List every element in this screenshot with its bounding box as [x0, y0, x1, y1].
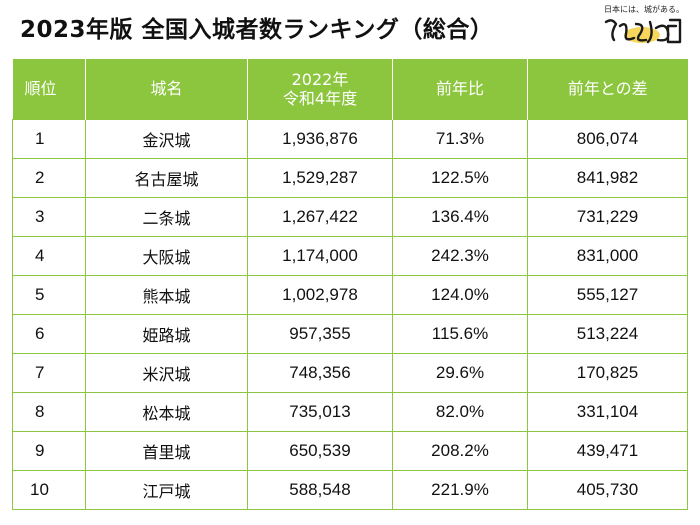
- visitors-cell: 650,539: [247, 430, 393, 471]
- visitors-cell: 957,355: [247, 313, 393, 354]
- header-castle-name: 城名: [85, 59, 248, 119]
- visitors-cell: 735,013: [247, 391, 393, 432]
- yoy-ratio-cell: 71.3%: [392, 118, 528, 159]
- castle-name-cell: 江戸城: [85, 469, 248, 510]
- yoy-diff-cell: 841,982: [527, 157, 688, 198]
- table-row: 2 名古屋城 1,529,287 122.5% 841,982: [12, 157, 688, 198]
- yoy-ratio-cell: 136.4%: [392, 196, 528, 237]
- visitors-cell: 588,548: [247, 469, 393, 510]
- table-row: 8 松本城 735,013 82.0% 331,104: [12, 391, 688, 432]
- header-rank: 順位: [12, 59, 86, 119]
- yoy-diff-cell: 831,000: [527, 235, 688, 276]
- rank-cell: 9: [12, 430, 86, 471]
- site-logo[interactable]: 日本には、城がある。: [598, 4, 690, 50]
- yoy-ratio-cell: 122.5%: [392, 157, 528, 198]
- castle-name-cell: 首里城: [85, 430, 248, 471]
- header-visitors: 2022年 令和4年度: [247, 59, 393, 119]
- logo-tagline: 日本には、城がある。: [604, 5, 684, 14]
- rank-cell: 2: [12, 157, 86, 198]
- table-header-row: 順位 城名 2022年 令和4年度 前年比 前年との差: [12, 59, 688, 119]
- table-row: 9 首里城 650,539 208.2% 439,471: [12, 430, 688, 471]
- visitors-cell: 748,356: [247, 352, 393, 393]
- rank-cell: 1: [12, 118, 86, 159]
- page-title: 2023年版 全国入城者数ランキング（総合）: [20, 17, 494, 43]
- visitors-cell: 1,002,978: [247, 274, 393, 315]
- yoy-diff-cell: 555,127: [527, 274, 688, 315]
- yoy-diff-cell: 405,730: [527, 469, 688, 510]
- yoy-ratio-cell: 82.0%: [392, 391, 528, 432]
- visitors-cell: 1,174,000: [247, 235, 393, 276]
- rank-cell: 6: [12, 313, 86, 354]
- table-row: 4 大阪城 1,174,000 242.3% 831,000: [12, 235, 688, 276]
- castle-name-cell: 米沢城: [85, 352, 248, 393]
- rank-cell: 4: [12, 235, 86, 276]
- castle-name-cell: 名古屋城: [85, 157, 248, 198]
- table-row: 3 二条城 1,267,422 136.4% 731,229: [12, 196, 688, 237]
- rank-cell: 10: [12, 469, 86, 510]
- yoy-diff-cell: 331,104: [527, 391, 688, 432]
- castle-name-cell: 金沢城: [85, 118, 248, 159]
- header-yoy-diff: 前年との差: [527, 59, 688, 119]
- ranking-table: 順位 城名 2022年 令和4年度 前年比 前年との差 1 金沢城 1,936,87…: [12, 59, 688, 510]
- header-visitors-fiscal: 令和4年度: [282, 88, 358, 108]
- yoy-ratio-cell: 221.9%: [392, 469, 528, 510]
- table-row: 7 米沢城 748,356 29.6% 170,825: [12, 352, 688, 393]
- header-yoy-ratio: 前年比: [392, 59, 528, 119]
- header-visitors-year: 2022年: [291, 69, 349, 89]
- table-row: 10 江戸城 588,548 221.9% 405,730: [12, 469, 688, 510]
- rank-cell: 3: [12, 196, 86, 237]
- castle-name-cell: 大阪城: [85, 235, 248, 276]
- table-row: 6 姫路城 957,355 115.6% 513,224: [12, 313, 688, 354]
- castle-name-cell: 二条城: [85, 196, 248, 237]
- yoy-ratio-cell: 208.2%: [392, 430, 528, 471]
- visitors-cell: 1,529,287: [247, 157, 393, 198]
- table-row: 5 熊本城 1,002,978 124.0% 555,127: [12, 274, 688, 315]
- yoy-ratio-cell: 242.3%: [392, 235, 528, 276]
- castle-name-cell: 姫路城: [85, 313, 248, 354]
- yoy-ratio-cell: 29.6%: [392, 352, 528, 393]
- rank-cell: 7: [12, 352, 86, 393]
- rank-cell: 8: [12, 391, 86, 432]
- yoy-ratio-cell: 124.0%: [392, 274, 528, 315]
- yoy-diff-cell: 513,224: [527, 313, 688, 354]
- table-row: 1 金沢城 1,936,876 71.3% 806,074: [12, 118, 688, 159]
- yoy-diff-cell: 439,471: [527, 430, 688, 471]
- visitors-cell: 1,936,876: [247, 118, 393, 159]
- logo-brush-icon: [604, 18, 682, 44]
- yoy-diff-cell: 731,229: [527, 196, 688, 237]
- rank-cell: 5: [12, 274, 86, 315]
- yoy-diff-cell: 170,825: [527, 352, 688, 393]
- castle-name-cell: 熊本城: [85, 274, 248, 315]
- visitors-cell: 1,267,422: [247, 196, 393, 237]
- yoy-diff-cell: 806,074: [527, 118, 688, 159]
- yoy-ratio-cell: 115.6%: [392, 313, 528, 354]
- castle-name-cell: 松本城: [85, 391, 248, 432]
